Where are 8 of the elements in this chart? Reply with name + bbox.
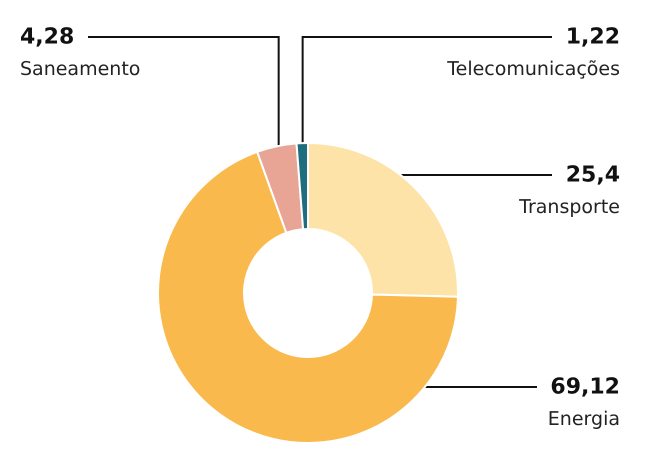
slice-label: Telecomunicações: [446, 58, 620, 80]
data-label: 4,28: [20, 24, 74, 50]
data-label: 25,4: [566, 162, 620, 188]
data-label: 69,12: [550, 374, 620, 400]
data-label: 1,22: [566, 24, 620, 50]
slice-label: Saneamento: [20, 58, 140, 80]
slice-label: Energia: [548, 408, 620, 430]
slice-label: Transporte: [518, 196, 620, 218]
